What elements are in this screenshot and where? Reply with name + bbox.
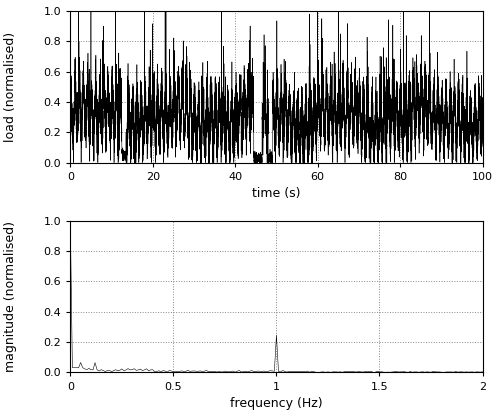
Y-axis label: load (normalised): load (normalised): [4, 32, 16, 142]
X-axis label: frequency (Hz): frequency (Hz): [230, 397, 323, 410]
Y-axis label: magnitude (normalised): magnitude (normalised): [4, 221, 16, 372]
X-axis label: time (s): time (s): [252, 187, 300, 200]
